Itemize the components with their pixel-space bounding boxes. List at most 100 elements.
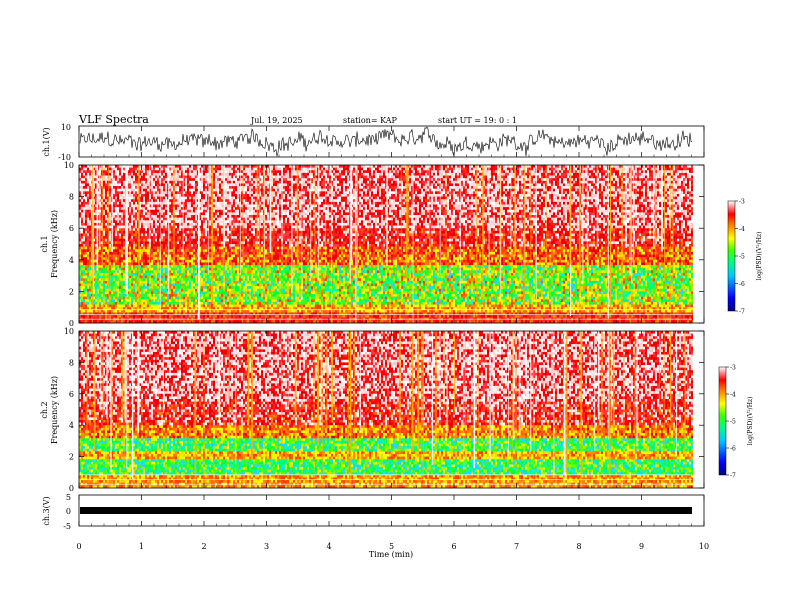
ch1-spectrogram-cell	[473, 176, 475, 179]
ch1-spectrogram-panel: 0246810 ch.1 Frequency (kHz)	[40, 161, 704, 328]
ch1-spectrogram-cell	[659, 170, 661, 173]
ch1-spectrogram-cell	[293, 168, 295, 171]
ch1-spectrogram-cell	[81, 176, 83, 179]
ch1-spectrogram-cell	[337, 173, 339, 176]
ch1-spectrogram-cell	[537, 170, 539, 173]
ch1-spectrogram-cell	[549, 165, 551, 168]
ch1-spectrogram-cell	[519, 165, 521, 168]
ch1-spectrogram-cell	[247, 176, 249, 179]
ch1-spectrogram-cell	[393, 176, 395, 179]
ch1-spectrogram-cell	[681, 168, 683, 171]
ch1-spectrogram-cell	[289, 173, 291, 176]
ch1-spectrogram-cell	[493, 165, 495, 168]
ch1-spectrogram-cell	[565, 165, 567, 168]
ch1-spectrogram-cell	[237, 176, 239, 179]
ch1-spectrogram-cell	[377, 176, 379, 179]
ch1-spectrogram-cell	[635, 165, 637, 168]
ch1-spectrogram-cell	[375, 165, 377, 168]
ch1-spectrogram-cell	[251, 173, 253, 176]
ch1-spectrogram-cell	[203, 173, 205, 176]
ch1-spectrogram-cell	[335, 170, 337, 173]
ch1-spectrogram-cell	[233, 165, 235, 168]
ch1-spectrogram-cell	[469, 165, 471, 168]
ch1-spectrogram-cell	[339, 170, 341, 173]
ch1-spectrogram-cell	[635, 168, 637, 171]
ch1-spectrogram-cell	[195, 173, 197, 176]
ch1-spectrogram-cell	[465, 170, 467, 173]
ch1-spectrogram-cell	[169, 170, 171, 173]
ch1-spectrogram-cell	[261, 173, 263, 176]
ch1-spectrogram-cell	[201, 165, 203, 168]
ch1-spectrogram-cell	[135, 173, 137, 176]
ch1-spectrogram-cell	[397, 176, 399, 179]
ch1-spectrogram-cell	[339, 173, 341, 176]
ch1-spectrogram-cell	[153, 168, 155, 171]
station-label: station= KAP	[343, 116, 398, 125]
ch1-spectrogram-cell	[193, 168, 195, 171]
ch1-spectrogram-cell	[651, 173, 653, 176]
ch1-spectrogram-cell	[227, 168, 229, 171]
ch1-spectrogram-cell	[105, 165, 107, 168]
ch1-spectrogram-cell	[299, 173, 301, 176]
ch1-spectrogram-cell	[463, 176, 465, 179]
ch1-spectrogram-cell	[555, 176, 557, 179]
ch1-spectrogram-cell	[563, 165, 565, 168]
ch1-spectrogram-cell	[175, 165, 177, 168]
ch1-spectrogram-cell	[213, 168, 215, 171]
ch1-spectrogram-cell	[681, 165, 683, 168]
ch1-spectrogram-cell	[491, 168, 493, 171]
ch1-spectrogram-cell	[599, 168, 601, 171]
ch1-spectrogram-cell	[131, 176, 133, 179]
ch1-spectrogram-cell	[691, 168, 693, 171]
ch1-spectrogram-cell	[377, 173, 379, 176]
ch1-spectrogram-cell	[427, 168, 429, 171]
ch1-spectrogram-cell	[227, 176, 229, 179]
ch1-spectrogram-cell	[343, 165, 345, 168]
ch1-spectrogram-cell	[283, 170, 285, 173]
ch1-spectrogram-cell	[103, 165, 105, 168]
ch1-spectrogram-cell	[611, 165, 613, 168]
ch1-spectrogram-cell	[113, 165, 115, 168]
ch1-spectrogram-cell	[451, 165, 453, 168]
ch1-spectrogram-cell	[461, 170, 463, 173]
ch1-spectrogram-cell	[335, 165, 337, 168]
ch1-spectrogram-cell	[217, 168, 219, 171]
ch1-spectrogram-cell	[353, 165, 355, 168]
ch1-spectrogram-cell	[347, 173, 349, 176]
ch1-spectrogram-cell	[109, 173, 111, 176]
ch1-spectrogram-cell	[517, 173, 519, 176]
ch1-spectrogram-cell	[221, 165, 223, 168]
ch1-spectrogram-cell	[605, 170, 607, 173]
ch1-spectrogram-cell	[543, 165, 545, 168]
ch1-spectrogram-cell	[613, 168, 615, 171]
ch1-spectrogram-cell	[389, 165, 391, 168]
ch1-spectrogram-cell	[375, 170, 377, 173]
ch1-spectrogram-cell	[341, 176, 343, 179]
ch1-spectrogram-cell	[153, 165, 155, 168]
ch1-spectrogram-cell	[117, 165, 119, 168]
ch1-spectrogram-cell	[285, 165, 287, 168]
ch1-spectrogram-cell	[87, 173, 89, 176]
ch1-spectrogram-cell	[161, 170, 163, 173]
ch1-spectrogram-cell	[285, 173, 287, 176]
ch1-spectrogram-cell	[559, 170, 561, 173]
ch1-spectrogram-cell	[561, 170, 563, 173]
ch1-spectrogram-cell	[253, 168, 255, 171]
ch1-spectrogram-cell	[177, 170, 179, 173]
ch1-spectrogram-cell	[599, 165, 601, 168]
ch1-spectrogram-cell	[501, 170, 503, 173]
ch1-spectrogram-cell	[133, 176, 135, 179]
ch1-spectrogram-cell	[381, 170, 383, 173]
ch1-spectrogram-cell	[287, 168, 289, 171]
ch1-spectrogram-cell	[495, 176, 497, 179]
ch1-spectrogram-cell	[209, 170, 211, 173]
ch1-spectrogram-cell	[217, 173, 219, 176]
ch1-spectrogram-cell	[605, 165, 607, 168]
ch1-spectrogram-cell	[157, 165, 159, 168]
ch1-spectrogram-cell	[129, 173, 131, 176]
ch1-spectrogram-cell	[613, 170, 615, 173]
ch1-spectrogram-cell	[551, 176, 553, 179]
ch1-spectrogram-cell	[657, 173, 659, 176]
ch1-spectrogram-cell	[615, 170, 617, 173]
ch1-spectrogram-cell	[209, 168, 211, 171]
